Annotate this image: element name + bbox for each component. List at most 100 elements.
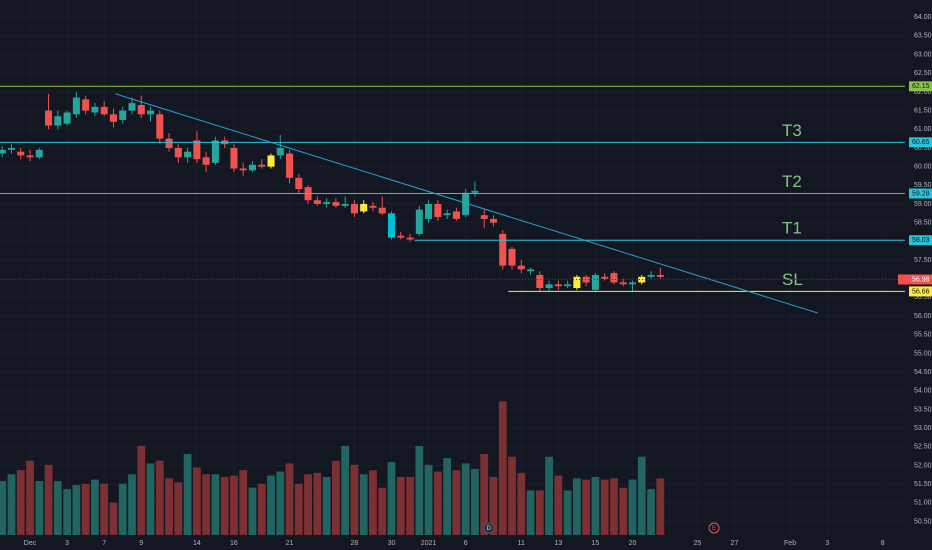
volume-bar <box>174 482 183 535</box>
y-tick-label: 61.50 <box>914 107 932 114</box>
volume-bar <box>44 464 53 535</box>
candle-body <box>91 106 99 113</box>
candle-body <box>415 209 423 234</box>
y-tick-label: 53.50 <box>914 406 932 413</box>
candle-body <box>619 282 627 285</box>
volume-bar <box>628 479 637 535</box>
candle-body <box>434 203 442 218</box>
candle-body <box>295 177 303 190</box>
volume-bar <box>572 478 581 535</box>
volume-bar <box>100 483 109 535</box>
candle-body <box>156 114 164 139</box>
volume-bar <box>81 483 90 535</box>
volume-bar <box>637 456 646 535</box>
candle-body <box>119 110 127 120</box>
volume-bar <box>72 485 81 535</box>
volume-bar <box>285 463 294 535</box>
volume-bar <box>146 463 155 535</box>
candle-body <box>397 235 405 238</box>
volume-bar <box>109 502 118 535</box>
candle-body <box>554 284 562 287</box>
volume-bar <box>313 472 322 535</box>
x-tick-label: 6 <box>464 540 468 547</box>
candle-body <box>369 205 377 208</box>
candle-body <box>610 273 618 283</box>
y-tick-label: 63.50 <box>914 33 932 40</box>
y-tick-label: 53.00 <box>914 425 932 432</box>
y-tick-label: 62.50 <box>914 70 932 77</box>
volume-bar <box>619 487 628 535</box>
y-tick-label: 60.00 <box>914 163 932 170</box>
level-name: T3 <box>782 121 802 140</box>
event-label: E <box>712 526 716 532</box>
volume-bar <box>91 479 99 535</box>
candle-body <box>656 274 664 277</box>
y-tick-label: 56.50 <box>914 294 932 301</box>
candle-body <box>647 274 655 277</box>
candle-body <box>63 112 71 124</box>
candle-body <box>499 233 507 266</box>
volume-bar <box>600 479 609 535</box>
volume-bar <box>591 476 600 535</box>
candle-body <box>0 149 6 154</box>
candle-body <box>202 157 210 165</box>
candle-body <box>286 153 294 178</box>
candle-body <box>54 116 62 126</box>
y-tick-label: 59.00 <box>914 201 932 208</box>
level-price-label: 60.65 <box>912 139 930 146</box>
volume-bar <box>0 481 7 535</box>
volume-bar <box>415 445 424 535</box>
volume-bar <box>35 481 44 535</box>
y-tick-label: 64.00 <box>914 14 932 21</box>
candle-body <box>462 192 470 216</box>
volume-bar <box>554 475 563 535</box>
volume-bar <box>183 454 192 535</box>
candle-body <box>564 284 572 287</box>
volume-bar <box>322 476 331 535</box>
candle-body <box>17 151 25 156</box>
candle-body <box>480 215 488 219</box>
volume-bar <box>443 458 452 535</box>
volume-bar <box>239 470 248 535</box>
volume-bar <box>304 474 312 535</box>
y-tick-label: 62.00 <box>914 89 932 96</box>
x-tick-label: 16 <box>230 540 238 547</box>
volume-bar <box>656 478 665 535</box>
y-tick-label: 58.50 <box>914 220 932 227</box>
candle-body <box>7 147 16 150</box>
level-name: T2 <box>782 172 802 191</box>
level-price-label: 58.03 <box>912 237 930 244</box>
y-tick-label: 51.00 <box>914 500 932 507</box>
volume-bar <box>433 471 442 535</box>
y-tick-label: 63.00 <box>914 51 932 58</box>
volume-bar <box>248 487 257 535</box>
candle-body <box>323 202 331 204</box>
event-marker <box>708 522 720 534</box>
x-tick-label: 20 <box>629 540 637 547</box>
candle-body <box>35 149 43 158</box>
volume-bar <box>257 483 266 535</box>
event-label: D <box>487 526 492 532</box>
candle-body <box>360 203 368 212</box>
candle-body <box>72 97 80 115</box>
candle-body <box>128 103 136 111</box>
candle-body <box>527 269 535 272</box>
x-tick-label: 21 <box>286 540 294 547</box>
volume-bar <box>369 470 377 535</box>
candle-body <box>109 114 117 122</box>
volume-bar <box>118 483 127 535</box>
level-price-box <box>909 235 932 246</box>
volume-bar <box>461 463 470 535</box>
volume-bar <box>545 456 553 535</box>
volume-bar <box>563 490 572 535</box>
x-tick-label: 15 <box>592 540 600 547</box>
volume-bar <box>498 401 507 535</box>
x-tick-label: 30 <box>388 540 396 547</box>
x-tick-label: 14 <box>193 540 201 547</box>
volume-bar <box>452 470 461 535</box>
volume-bar <box>517 472 526 535</box>
volume-bar <box>7 474 16 535</box>
candle-body <box>591 274 599 290</box>
x-tick-label: 13 <box>554 540 562 547</box>
y-tick-label: 61.00 <box>914 126 932 133</box>
